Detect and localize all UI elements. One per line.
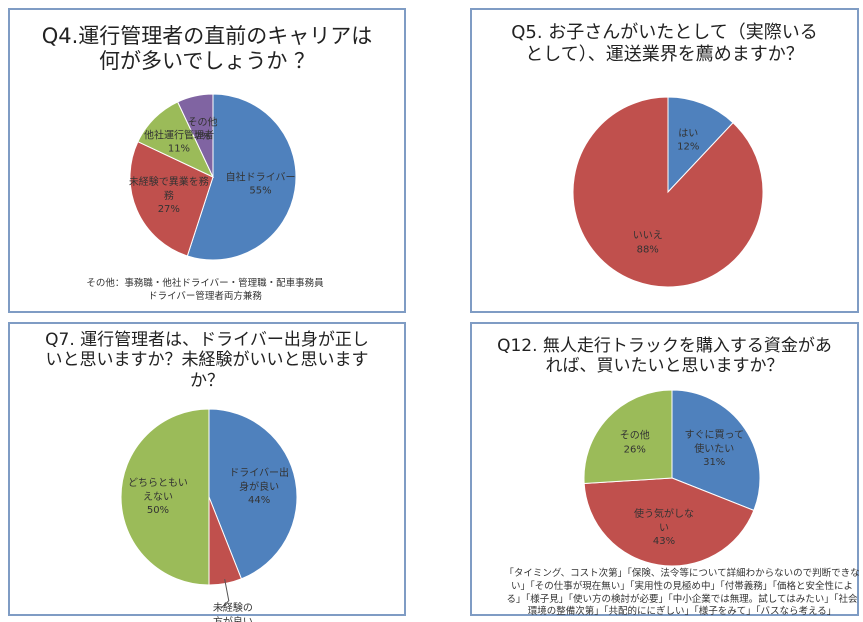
chart-note: その他：事務職・他社ドライバー・管理職・配車事務員 ドライバー管理者両方兼務 [86, 278, 324, 302]
value-label: 50% [146, 504, 170, 516]
value-label: 27% [157, 203, 180, 215]
pie-slice [583, 477, 755, 567]
slice-label: どちらともい えない 50% [128, 477, 188, 518]
value-label: 7% [194, 131, 211, 143]
category-label: すぐに買って 使いたい [684, 430, 744, 455]
pie-slice [129, 140, 214, 257]
category-label: その他 [187, 117, 218, 129]
pie-slice [572, 96, 764, 288]
leader-line [220, 579, 230, 609]
category-label: 未経験で異業を務 務 [128, 176, 209, 202]
category-label: 他社運行管理者 [143, 130, 214, 142]
slice-label: 未経験で異業を務 務 27% [129, 176, 209, 217]
pie-slice [671, 389, 761, 512]
chart-title: Q7. 運行管理者は、ドライバー出身が正し いと思いますか？未経験がいいと思いま… [45, 330, 369, 391]
category-label: 使う気がしな い [634, 509, 694, 534]
category-label: ドライバー出 身が良い [229, 468, 290, 493]
value-label: 43% [652, 536, 676, 548]
category-label: その他 [619, 430, 650, 442]
value-label: 44% [248, 495, 271, 507]
pie-slice [176, 93, 214, 178]
category-label: 未経験の 方が良い [212, 603, 253, 622]
value-label: 31% [703, 457, 726, 469]
value-label: 88% [636, 244, 659, 256]
slice-label: すぐに買って 使いたい 31% [684, 429, 744, 470]
slice-label: 使う気がしな い 43% [634, 508, 694, 549]
category-label: 自社ドライバー [225, 172, 296, 184]
chart-title: Q5. お子さんがいたとして（実際いる として）、運送業界を薦めますか？ [511, 22, 818, 65]
chart-title: Q12. 無人走行トラックを購入する資金があ れば、買いたいと思いますか？ [497, 336, 832, 377]
chart-note: 「タイミング、コスト次第」「保険、法令等について詳細わからないので判断できな い… [504, 568, 860, 618]
pie-slice [186, 93, 297, 261]
chart-title: Q4.運行管理者の直前のキャリアは 何が多いでしょうか ？ [41, 24, 373, 74]
category-label: どちらともい えない [128, 477, 188, 503]
slice-label: 未経験の 方が良い6% [213, 602, 253, 622]
value-label: 26% [623, 444, 646, 456]
chart-panel: Q4.運行管理者の直前のキャリアは 何が多いでしょうか ？ その他：事務職・他社ド… [8, 8, 406, 313]
slice-label: はい 12% [677, 127, 699, 154]
slice-label: いいえ 88% [633, 230, 663, 257]
pie-slice [120, 408, 210, 586]
slice-label: ドライバー出 身が良い 44% [229, 467, 289, 508]
category-label: はい [678, 128, 699, 140]
slice-label: 自社ドライバー 55% [226, 171, 296, 198]
value-label: 55% [249, 185, 272, 197]
value-label: 12% [677, 141, 700, 153]
pie-slice [667, 96, 734, 194]
value-label: 11% [167, 143, 191, 155]
slice-label: その他 7% [187, 117, 217, 144]
pie-slice [583, 389, 673, 485]
slice-label: その他 26% [620, 430, 650, 457]
category-label: いいえ [632, 230, 663, 242]
pie-slice [208, 408, 298, 580]
slice-label: 他社運行管理者 11% [144, 129, 214, 156]
